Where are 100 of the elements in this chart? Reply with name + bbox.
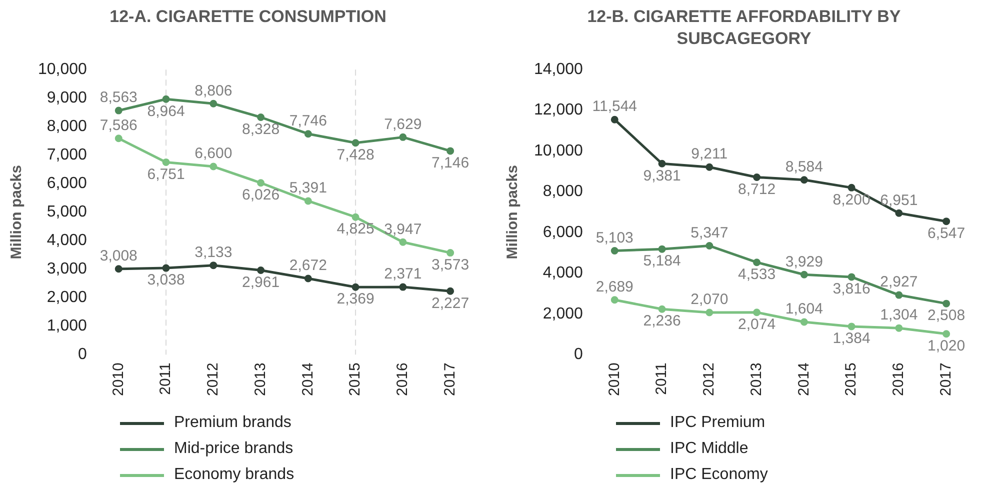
point: [210, 162, 218, 170]
data-label: 6,600: [194, 145, 232, 162]
y-tick-label: 0: [574, 346, 584, 364]
point: [610, 296, 618, 304]
data-label: 2,227: [432, 294, 470, 312]
x-tick-label: 2014: [795, 362, 812, 396]
data-label: 8,328: [242, 120, 280, 138]
point: [399, 283, 407, 291]
data-label: 3,947: [384, 220, 422, 238]
point: [753, 308, 761, 316]
y-tick-label: 5,000: [46, 204, 88, 221]
x-tick-label: 2011: [653, 362, 670, 395]
data-label: 3,008: [100, 248, 138, 265]
point: [352, 283, 360, 291]
data-label: 2,689: [596, 278, 634, 296]
point: [942, 330, 950, 338]
point: [304, 130, 312, 138]
data-label: 1,020: [928, 338, 966, 355]
x-tick-label: 2011: [157, 362, 174, 395]
data-label: 5,184: [643, 252, 681, 270]
data-label: 1,384: [832, 330, 870, 348]
y-axis-title: Million packs: [504, 165, 522, 260]
point: [352, 139, 360, 147]
point: [658, 245, 666, 253]
data-label: 2,927: [880, 274, 918, 291]
y-tick-label: 7,000: [46, 146, 88, 164]
y-tick-label: 12,000: [534, 102, 584, 119]
data-label: 2,672: [289, 257, 327, 274]
point: [399, 238, 407, 246]
data-label: 2,369: [336, 290, 374, 308]
data-label: 11,544: [592, 98, 638, 116]
y-tick-label: 14,000: [534, 61, 584, 78]
data-label: 5,391: [289, 180, 327, 197]
data-label: 8,964: [147, 102, 185, 120]
point: [446, 287, 454, 295]
legend-label: IPC Premium: [670, 414, 766, 432]
chart-title: 12-A. CIGARETTE CONSUMPTION: [108, 6, 388, 28]
y-tick-label: 6,000: [542, 224, 584, 241]
point: [895, 324, 903, 332]
x-tick-label: 2010: [110, 362, 127, 396]
y-tick-label: 8,000: [542, 183, 584, 200]
data-label: 7,746: [289, 112, 327, 130]
y-tick-label: 3,000: [46, 260, 88, 278]
legend-label: IPC Middle: [670, 440, 748, 458]
data-label: 3,038: [147, 272, 185, 289]
point: [114, 134, 122, 142]
data-label: 6,547: [928, 224, 966, 242]
x-tick-label: 2017: [937, 362, 954, 396]
data-label: 5,103: [596, 229, 634, 246]
data-label: 7,146: [432, 154, 470, 172]
data-label: 8,563: [100, 89, 138, 106]
data-label: 3,929: [785, 253, 823, 270]
point: [706, 242, 714, 250]
point: [800, 270, 808, 278]
data-label: 2,074: [738, 316, 776, 334]
y-tick-label: 10,000: [534, 142, 584, 160]
x-tick-label: 2016: [394, 362, 412, 396]
data-label: 8,200: [832, 191, 870, 208]
x-tick-label: 2013: [748, 362, 765, 396]
x-tick-label: 2017: [441, 362, 458, 396]
data-label: 4,533: [738, 266, 776, 283]
data-label: 9,381: [643, 167, 681, 184]
data-label: 6,026: [242, 186, 280, 204]
y-tick-label: 4,000: [46, 232, 88, 250]
data-label: 6,751: [147, 166, 185, 183]
point: [114, 265, 122, 273]
point: [257, 114, 265, 122]
data-label: 6,951: [880, 192, 918, 209]
point: [446, 249, 454, 257]
data-label: 2,236: [643, 312, 681, 330]
x-tick-label: 2016: [890, 362, 908, 396]
data-label: 1,604: [785, 300, 823, 318]
data-label: 3,816: [832, 280, 870, 298]
point: [895, 291, 903, 299]
y-tick-label: 2,000: [46, 289, 88, 306]
data-label: 7,629: [384, 116, 422, 133]
y-tick-label: 6,000: [46, 175, 88, 192]
y-tick-label: 8,000: [46, 118, 88, 136]
data-label: 2,508: [928, 307, 966, 324]
legend-label: Economy brands: [174, 466, 294, 484]
point: [257, 266, 265, 274]
data-label: 8,712: [738, 180, 776, 198]
point: [610, 116, 618, 124]
x-tick-label: 2014: [299, 362, 316, 396]
point: [352, 213, 360, 221]
data-label: 3,133: [194, 244, 232, 261]
point: [895, 209, 903, 217]
point: [753, 174, 761, 182]
data-label: 8,806: [194, 82, 232, 100]
data-label: 7,586: [100, 117, 138, 134]
point: [399, 133, 407, 141]
y-axis-title: Million packs: [8, 165, 26, 260]
data-label: 7,428: [336, 146, 374, 164]
point: [162, 95, 170, 103]
x-tick-label: 2010: [606, 362, 623, 396]
point: [304, 197, 312, 205]
point: [658, 305, 666, 313]
y-tick-label: 9,000: [46, 90, 88, 107]
x-tick-label: 2012: [700, 362, 718, 396]
point: [114, 106, 122, 114]
